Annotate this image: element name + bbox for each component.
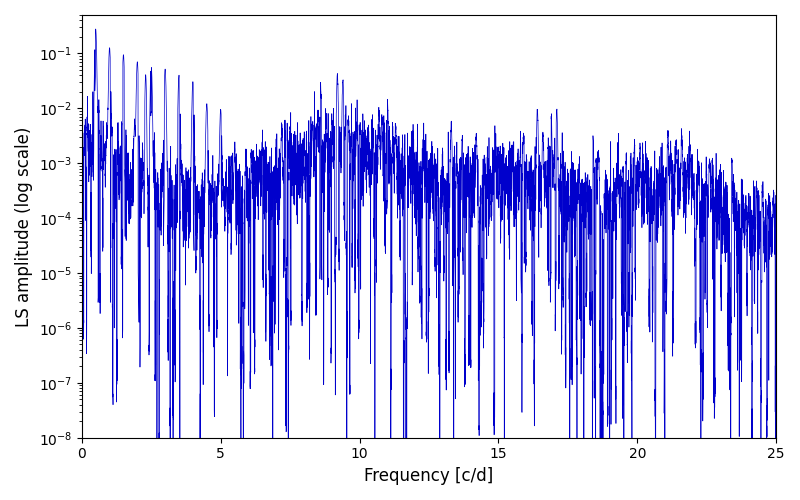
X-axis label: Frequency [c/d]: Frequency [c/d]: [364, 467, 494, 485]
Y-axis label: LS amplitude (log scale): LS amplitude (log scale): [15, 126, 33, 326]
